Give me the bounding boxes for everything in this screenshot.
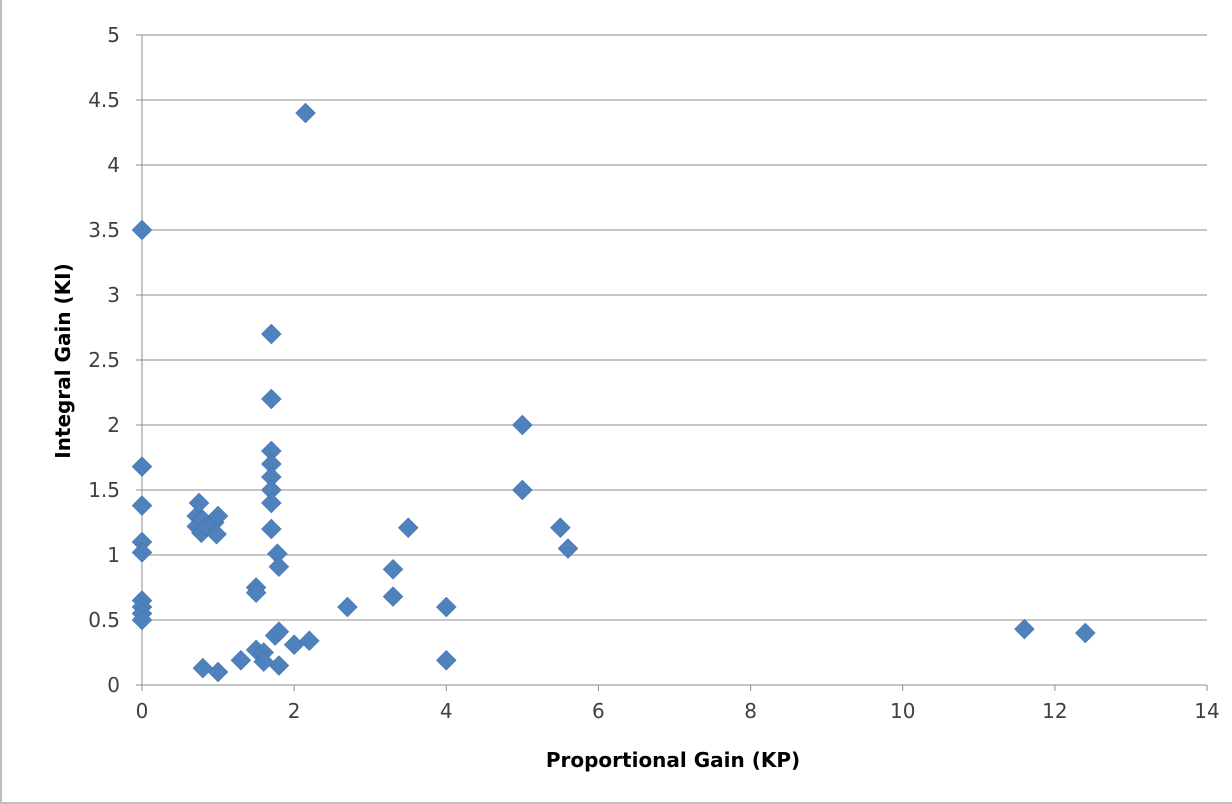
x-tick-label: 12 (1042, 699, 1067, 723)
data-point-0-0 (131, 219, 153, 241)
data-point-0-19 (207, 661, 229, 683)
data-points (131, 102, 1096, 683)
data-point-0-42 (337, 596, 358, 618)
data-point-0-17 (206, 523, 227, 545)
y-tick-label: 0 (107, 673, 120, 697)
data-point-0-35 (268, 556, 290, 578)
y-tick-label: 2 (107, 413, 120, 437)
data-point-0-46 (435, 596, 457, 618)
data-point-0-43 (382, 558, 404, 580)
x-tick-label: 14 (1194, 699, 1219, 723)
data-point-0-22 (245, 582, 267, 604)
data-point-0-49 (512, 479, 533, 501)
data-point-0-52 (1014, 618, 1035, 640)
gridlines (142, 34, 1207, 621)
data-point-0-18 (192, 657, 214, 679)
data-point-0-48 (512, 414, 533, 436)
data-point-0-2 (131, 495, 153, 516)
y-tick-label: 0.5 (88, 608, 120, 632)
x-tick-label: 0 (136, 699, 149, 723)
data-point-0-4 (131, 542, 153, 563)
data-point-0-20 (230, 649, 252, 671)
data-point-0-32 (260, 492, 282, 514)
axes (136, 34, 1208, 691)
y-tick-labels: 0 0.5 1 1.5 2 2.5 3 3.5 4 4.5 5 (88, 23, 120, 697)
y-tick-label: 3 (107, 283, 120, 307)
data-point-0-26 (260, 323, 282, 345)
x-tick-label: 2 (288, 699, 301, 723)
y-tick-label: 3.5 (88, 218, 120, 242)
data-point-0-8 (131, 609, 153, 631)
data-point-0-53 (1074, 622, 1096, 644)
y-tick-label: 5 (107, 23, 120, 47)
x-tick-label: 10 (890, 699, 915, 723)
data-point-0-50 (550, 517, 571, 539)
data-point-0-27 (260, 388, 282, 410)
data-point-0-51 (557, 538, 579, 559)
y-tick-label: 4 (107, 153, 120, 177)
data-point-0-33 (260, 518, 282, 540)
y-axis-title: Integral Gain (KI) (51, 263, 75, 459)
data-point-0-37 (268, 621, 290, 643)
data-point-0-45 (397, 517, 419, 539)
data-point-0-25 (253, 651, 275, 672)
data-point-0-39 (283, 634, 305, 656)
data-point-0-41 (295, 102, 316, 124)
data-point-0-1 (131, 456, 153, 477)
data-point-0-44 (382, 586, 404, 607)
x-tick-labels: 0 2 4 6 8 10 12 14 (136, 699, 1220, 723)
data-point-0-47 (435, 649, 457, 671)
x-tick-label: 4 (440, 699, 453, 723)
data-point-0-10 (188, 492, 210, 514)
x-tick-label: 6 (592, 699, 605, 723)
x-axis-title: Proportional Gain (KP) (546, 748, 800, 772)
y-tick-label: 1.5 (88, 478, 120, 502)
y-tick-label: 2.5 (88, 348, 120, 372)
x-tick-label: 8 (744, 699, 757, 723)
data-point-0-38 (268, 655, 290, 676)
y-tick-label: 1 (107, 543, 120, 567)
data-point-0-40 (299, 630, 320, 652)
y-tick-label: 4.5 (88, 88, 120, 112)
